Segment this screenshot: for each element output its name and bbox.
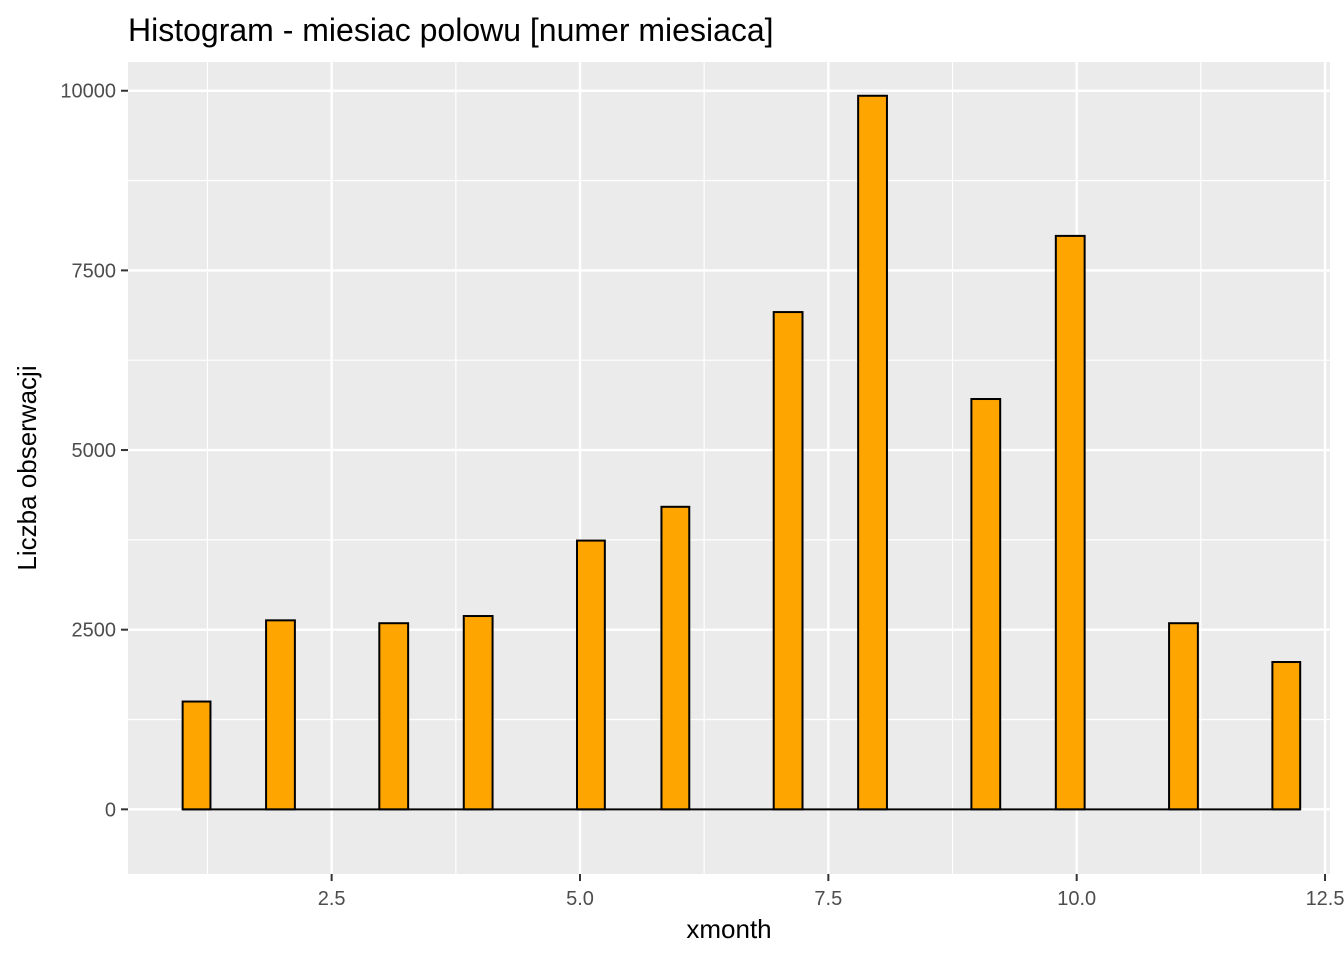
grid-minor [128, 62, 1330, 874]
histogram-bars [181, 94, 1302, 811]
histogram-bar-9 [970, 398, 1002, 811]
x-tick-label-1: 5.0 [566, 888, 594, 910]
x-tick-label-0: 2.5 [318, 888, 346, 910]
histogram-bar-5 [576, 539, 606, 811]
y-axis-title: Liczba obserwacji [12, 365, 42, 570]
histogram-bar-8 [857, 94, 888, 811]
histogram-bar-10 [1054, 234, 1086, 811]
x-tick-label-3: 10.0 [1057, 888, 1096, 910]
histogram-bar-2 [265, 619, 296, 811]
y-tick-label-3: 7500 [72, 260, 117, 282]
histogram-bar-7 [772, 311, 804, 811]
histogram-bar-11 [1168, 622, 1199, 811]
x-axis-title: xmonth [686, 914, 771, 944]
y-tick-label-1: 2500 [72, 620, 117, 642]
histogram-bar-6 [660, 505, 691, 811]
x-axis: 2.5 5.0 7.5 10.0 12.5 [318, 874, 1344, 910]
y-axis: 0 2500 5000 7500 10000 [60, 81, 128, 821]
x-tick-label-4: 12.5 [1306, 888, 1344, 910]
y-tick-label-2: 5000 [72, 440, 117, 462]
y-tick-label-4: 10000 [60, 81, 116, 103]
plot-panel [128, 62, 1330, 874]
chart-title: Histogram - miesiac polowu [numer miesia… [128, 12, 774, 48]
histogram-bar-1 [181, 700, 212, 811]
histogram-bar-3 [378, 622, 410, 811]
histogram-bar-4 [462, 615, 494, 811]
x-tick-label-2: 7.5 [814, 888, 842, 910]
y-tick-label-0: 0 [105, 799, 116, 821]
histogram-bar-12 [1271, 661, 1302, 811]
